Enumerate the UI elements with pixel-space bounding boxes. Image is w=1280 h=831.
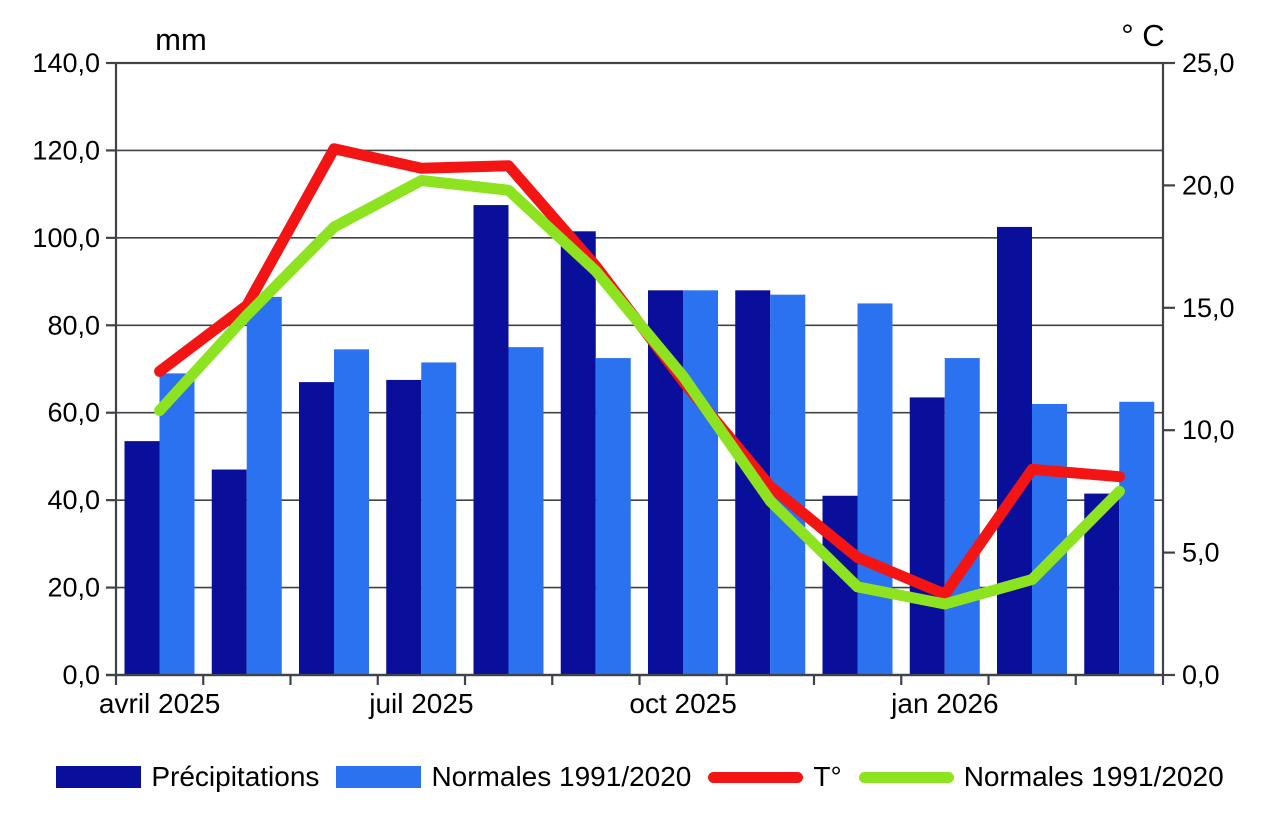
bar-precipitations <box>299 382 334 675</box>
legend-label: T° <box>813 761 842 792</box>
left-axis-title: mm <box>155 22 207 57</box>
bar-normales-precipitations <box>595 358 631 675</box>
bar-precipitations <box>386 379 422 675</box>
chart-legend: Précipitations Normales 1991/2020 T° Normal… <box>0 752 1280 802</box>
normales-temperature-line <box>154 175 1125 610</box>
legend-item: T° <box>708 761 842 793</box>
bar-normales-precipitations <box>683 290 718 675</box>
legend-line-swatch <box>708 771 804 783</box>
legend-bar-swatch <box>56 766 142 788</box>
legend-label: Normales 1991/2020 <box>431 761 692 792</box>
right-axis-tick-label: 25,0 <box>1182 48 1235 78</box>
bar-normales-precipitations <box>159 373 195 675</box>
right-axis-tick-label: 5,0 <box>1182 538 1220 568</box>
bar-normales-precipitations <box>944 358 980 675</box>
bar-precipitations <box>909 397 945 675</box>
legend-item: Normales 1991/2020 <box>336 761 691 793</box>
left-axis-tick-label: 80,0 <box>47 310 100 340</box>
bar-normales-precipitations <box>334 349 369 675</box>
left-axis-tick-label: 100,0 <box>32 223 100 253</box>
legend-item: Normales 1991/2020 <box>858 761 1224 793</box>
right-axis-tick-label: 0,0 <box>1182 660 1220 690</box>
bar-precipitations <box>124 441 160 675</box>
legend-bar-swatch <box>336 766 422 788</box>
right-axis-title: ° C <box>1121 18 1165 53</box>
bar-precipitations <box>473 205 509 676</box>
left-axis-tick-label: 120,0 <box>32 135 100 165</box>
x-axis-month-label: juil 2025 <box>368 688 473 719</box>
right-axis-tick-label: 15,0 <box>1182 293 1235 323</box>
legend-label: Précipitations <box>151 761 320 792</box>
x-axis-month-label: oct 2025 <box>629 688 736 719</box>
x-axis-month-label: jan 2026 <box>890 688 998 719</box>
legend-label: Normales 1991/2020 <box>963 761 1224 792</box>
left-axis-tick-label: 0,0 <box>62 660 100 690</box>
bar-precipitations <box>560 231 596 676</box>
legend-line-swatch <box>858 771 954 783</box>
right-axis-tick-label: 20,0 <box>1182 170 1235 200</box>
bar-normales-precipitations <box>1119 401 1155 675</box>
bar-normales-precipitations <box>421 362 457 675</box>
bar-normales-precipitations <box>857 303 893 675</box>
bar-precipitations <box>997 226 1032 675</box>
bar-precipitations <box>211 469 247 675</box>
x-axis-month-label: avril 2025 <box>99 688 220 719</box>
left-axis-tick-label: 60,0 <box>47 398 100 428</box>
bar-normales-precipitations <box>246 296 282 675</box>
bar-normales-precipitations <box>1032 403 1067 675</box>
right-axis-tick-label: 10,0 <box>1182 415 1235 445</box>
legend-item: Précipitations <box>56 761 319 793</box>
left-axis-tick-label: 140,0 <box>32 48 100 78</box>
left-axis-tick-label: 40,0 <box>47 485 100 515</box>
left-axis-tick-label: 20,0 <box>47 573 100 603</box>
climate-chart-plot: 0,0 20,0 40,0 60,0 80,0 100,0 120,0 140,0 0,0 5,0… <box>32 48 1235 719</box>
bar-normales-precipitations <box>508 347 544 675</box>
